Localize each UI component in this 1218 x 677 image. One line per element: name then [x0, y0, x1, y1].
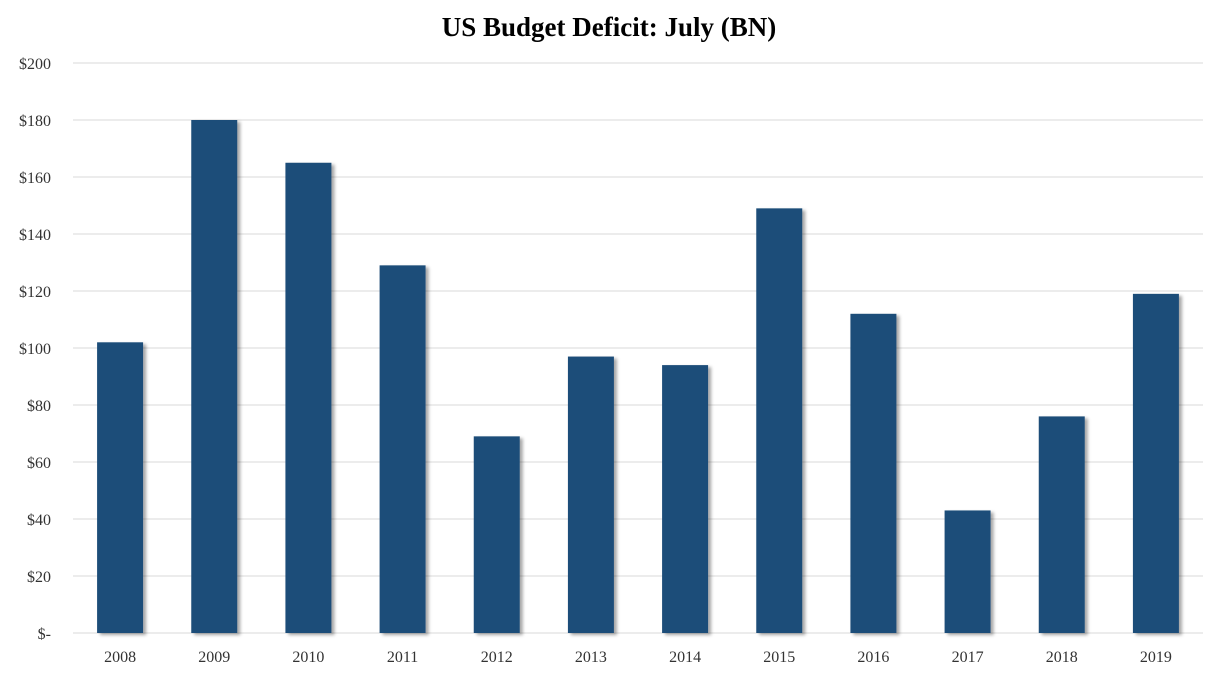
bars [97, 120, 1179, 633]
x-tick-label: 2012 [481, 649, 513, 666]
y-tick-label: $60 [27, 455, 51, 472]
x-tick-label: 2013 [575, 649, 607, 666]
bar-2012 [473, 436, 520, 633]
x-tick-label: 2019 [1140, 649, 1172, 666]
y-tick-label: $140 [19, 227, 51, 244]
y-tick-label: $20 [27, 569, 51, 586]
bar-2016 [850, 313, 897, 633]
bar-2011 [379, 265, 426, 633]
x-tick-label: 2016 [857, 649, 889, 666]
bar-2014 [662, 365, 709, 633]
bar-2008 [97, 342, 144, 633]
gridlines [73, 62, 1203, 634]
y-tick-label: $100 [19, 341, 51, 358]
y-tick-label: $180 [19, 113, 51, 130]
bar-2010 [285, 162, 332, 633]
x-tick-label: 2017 [952, 649, 984, 666]
bar-2013 [567, 356, 614, 633]
y-tick-label: $200 [19, 56, 51, 73]
x-axis-tick-labels: 2008 2009 2010 2011 2012 2013 2014 2015 2016 2017… [104, 649, 1172, 666]
x-tick-label: 2018 [1046, 649, 1078, 666]
x-tick-label: 2011 [387, 649, 418, 666]
chart-title: US Budget Deficit: July (BN) [442, 12, 776, 42]
x-tick-label: 2008 [104, 649, 136, 666]
bar-2017 [944, 510, 991, 633]
x-tick-label: 2014 [669, 649, 701, 666]
x-tick-label: 2009 [198, 649, 230, 666]
y-axis-tick-labels: $- $20 $40 $60 $80 $100 $120 $140 $160 $180 $200 [19, 56, 51, 643]
y-tick-label: $80 [27, 398, 51, 415]
bar-2009 [191, 120, 238, 633]
y-tick-label: $120 [19, 284, 51, 301]
x-tick-label: 2010 [292, 649, 324, 666]
bar-2015 [756, 208, 803, 633]
bar-2018 [1038, 416, 1085, 633]
bar-2019 [1132, 293, 1179, 633]
y-tick-label: $160 [19, 170, 51, 187]
x-tick-label: 2015 [763, 649, 795, 666]
y-tick-label: $- [38, 626, 51, 643]
y-tick-label: $40 [27, 512, 51, 529]
